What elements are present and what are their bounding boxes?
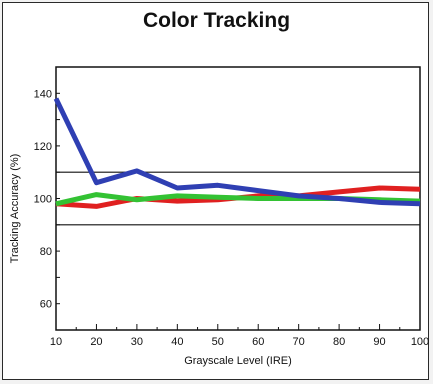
chart-frame: Color Tracking 60 80 100 120 140 10 20 30 40 50 60…: [2, 2, 429, 380]
x-tick-label: 20: [90, 336, 102, 348]
y-tick-label: 60: [40, 299, 52, 311]
x-tick-label: 100: [411, 336, 429, 348]
x-tick-label: 90: [373, 336, 385, 348]
x-axis-title: Grayscale Level (IRE): [184, 355, 292, 367]
x-tick-label: 80: [333, 336, 345, 348]
y-tick-label: 120: [34, 141, 52, 153]
x-tick-label: 50: [212, 336, 224, 348]
line-chart: 60 80 100 120 140 10 20 30 40 50 60 70 80 90 100 Graysc…: [9, 66, 429, 367]
x-tick-label: 60: [252, 336, 264, 348]
y-tick-label: 100: [34, 194, 52, 206]
x-tick-label: 40: [171, 336, 183, 348]
x-tick-label: 30: [131, 336, 143, 348]
series-line-blue: [53, 97, 421, 207]
y-tick-label: 140: [34, 88, 52, 100]
chart-title: Color Tracking: [142, 9, 291, 32]
y-axis-title: Tracking Accuracy (%): [9, 154, 21, 264]
y-tick-label: 80: [40, 246, 52, 258]
x-tick-label: 10: [50, 336, 62, 348]
x-tick-label: 70: [293, 336, 305, 348]
